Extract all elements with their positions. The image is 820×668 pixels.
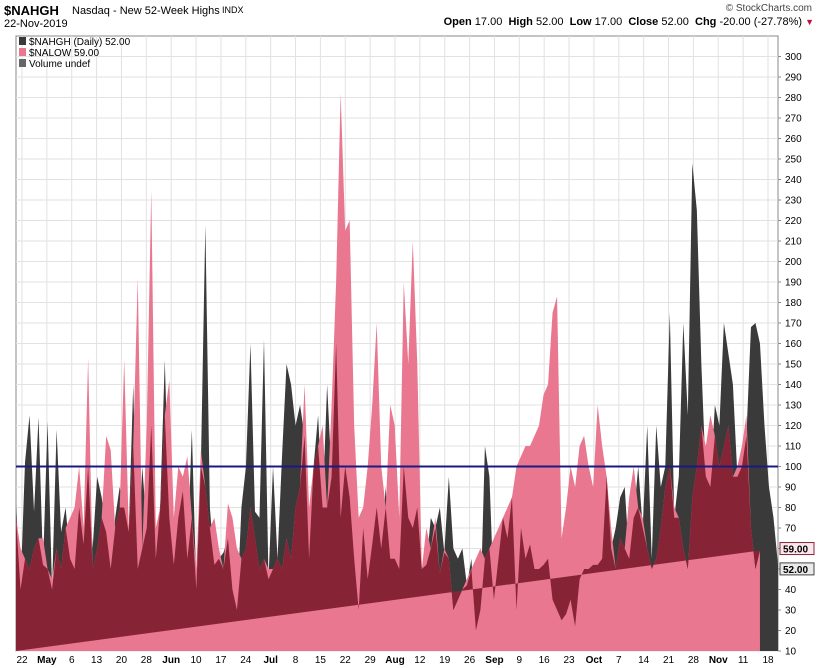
legend-label: Volume undef [29,59,90,70]
y-tick-label: 120 [785,421,802,432]
x-tick-label: 22 [16,655,28,666]
x-tick-label: 15 [315,655,327,666]
x-tick-label: 21 [663,655,675,666]
legend-swatch [19,37,26,45]
low-value: 17.00 [594,16,623,28]
x-tick-label: 17 [215,655,227,666]
x-tick-label: 8 [293,655,299,666]
y-tick-label: 260 [785,134,802,145]
company-name: Nasdaq - New 52-Week Highs [72,5,220,17]
copyright-label: © StockCharts.com [725,3,812,14]
y-tick-label: 240 [785,175,802,186]
open-value: 17.00 [474,16,503,28]
y-tick-label: 290 [785,73,802,84]
y-tick-label: 300 [785,52,802,63]
y-tick-label: 70 [785,524,797,535]
y-tick-label: 30 [785,606,797,617]
ohlc-readout: Open 17.00 High 52.00 Low 17.00 Close 52… [444,16,814,28]
x-tick-label: Aug [385,655,404,666]
x-tick-label: 28 [688,655,700,666]
y-tick-label: 250 [785,155,802,166]
series-overlap-area [16,343,760,651]
x-tick-label: Sep [485,655,503,666]
y-tick-label: 100 [785,462,802,473]
x-tick-label: 20 [116,655,128,666]
y-tick-label: 210 [785,237,802,248]
y-tick-label: 170 [785,319,802,330]
chg-value: -20.00 (-27.78%) [719,16,803,28]
x-tick-label: 12 [414,655,426,666]
x-tick-label: Oct [586,655,603,666]
x-tick-label: 18 [762,655,774,666]
x-tick-label: Jun [162,655,180,666]
y-tick-label: 150 [785,360,802,371]
open-label: Open [443,16,472,28]
chg-label: Chg [695,16,717,28]
x-tick-label: 16 [539,655,551,666]
x-tick-label: 6 [69,655,75,666]
y-tick-label: 10 [785,647,797,658]
x-tick-label: 19 [439,655,451,666]
legend-swatch [19,59,26,67]
x-tick-label: May [37,655,57,666]
high-label: High [508,16,533,28]
y-tick-label: 80 [785,503,797,514]
x-tick-label: 10 [191,655,203,666]
x-tick-label: Nov [709,655,728,666]
y-tick-label: 140 [785,380,802,391]
chart-date: 22-Nov-2019 [4,18,68,30]
x-tick-label: 28 [141,655,153,666]
y-tick-label: 220 [785,216,802,227]
x-tick-label: 23 [564,655,576,666]
close-label: Close [628,16,659,28]
legend-swatch [19,48,26,56]
highs-last-value-box [779,562,815,576]
x-tick-label: Jul [263,655,278,666]
down-arrow-icon: ▼ [805,17,814,27]
legend-label: $NAHGH (Daily) 52.00 [29,37,131,48]
x-tick-label: 11 [738,655,749,666]
low-label: Low [569,16,592,28]
close-value: 52.00 [661,16,689,28]
legend-label: $NALOW 59.00 [29,48,99,59]
y-tick-label: 180 [785,298,802,309]
lows-last-value-box [779,542,815,556]
y-tick-label: 270 [785,114,802,125]
y-tick-label: 230 [785,196,802,207]
lows-last-value: 59.00 [783,545,808,556]
y-tick-label: 190 [785,278,802,289]
y-tick-label: 20 [785,626,797,637]
x-tick-label: 26 [464,655,476,666]
y-tick-label: 130 [785,401,802,412]
exchange-label: INDX [222,5,244,15]
y-tick-label: 40 [785,585,797,596]
y-tick-label: 90 [785,483,797,494]
y-tick-label: 200 [785,257,802,268]
x-tick-label: 9 [517,655,523,666]
x-tick-label: 14 [638,655,650,666]
y-tick-label: 280 [785,93,802,104]
x-tick-label: 7 [616,655,622,666]
symbol-title: $NAHGH [4,3,59,18]
y-tick-label: 110 [785,442,801,453]
y-tick-label: 160 [785,339,802,350]
high-value: 52.00 [535,16,564,28]
x-tick-label: 22 [340,655,352,666]
x-tick-label: 29 [365,655,377,666]
x-tick-label: 13 [91,655,103,666]
x-tick-label: 24 [240,655,252,666]
highs-last-value: 52.00 [783,565,808,576]
